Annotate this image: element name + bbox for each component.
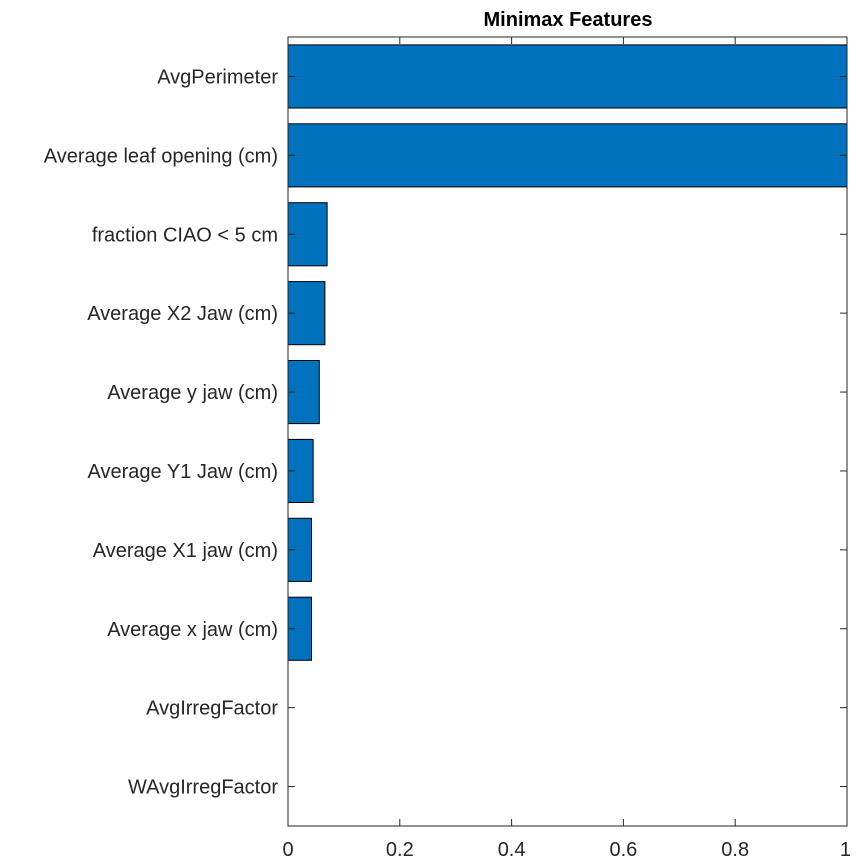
x-ticks-group: 0 0.2 0.4 0.6 0.8 1: [282, 839, 851, 861]
y-tick-label: fraction CIAO < 5 cm: [92, 224, 278, 246]
y-tick-label: Average y jaw (cm): [107, 382, 278, 404]
x-tick-label: 0.8: [721, 839, 749, 861]
y-tick-label: AvgPerimeter: [157, 66, 278, 88]
y-tick-label: AvgIrregFactor: [146, 698, 278, 720]
y-tick-label: Average X1 jaw (cm): [93, 540, 278, 562]
axes-group: [287, 36, 848, 827]
bars-group: [287, 44, 848, 661]
bar: [287, 44, 848, 109]
bar: [287, 123, 848, 188]
y-tick-label: WAvgIrregFactor: [128, 777, 278, 799]
y-labels-group: AvgPerimeter Average leaf opening (cm) fra…: [44, 66, 279, 798]
x-tick-label: 0: [282, 839, 293, 861]
y-tick-label: Average X2 Jaw (cm): [87, 303, 278, 325]
y-tick-label: Average x jaw (cm): [107, 619, 278, 641]
axes-box: [287, 36, 848, 827]
x-tick-label: 0.2: [386, 839, 414, 861]
y-tick-label: Average Y1 Jaw (cm): [88, 461, 278, 483]
x-tick-label: 1: [840, 839, 851, 861]
y-tick-label: Average leaf opening (cm): [44, 145, 278, 167]
x-tick-label: 0.4: [498, 839, 526, 861]
chart-title: Minimax Features: [484, 9, 653, 31]
x-tick-label: 0.6: [609, 839, 637, 861]
